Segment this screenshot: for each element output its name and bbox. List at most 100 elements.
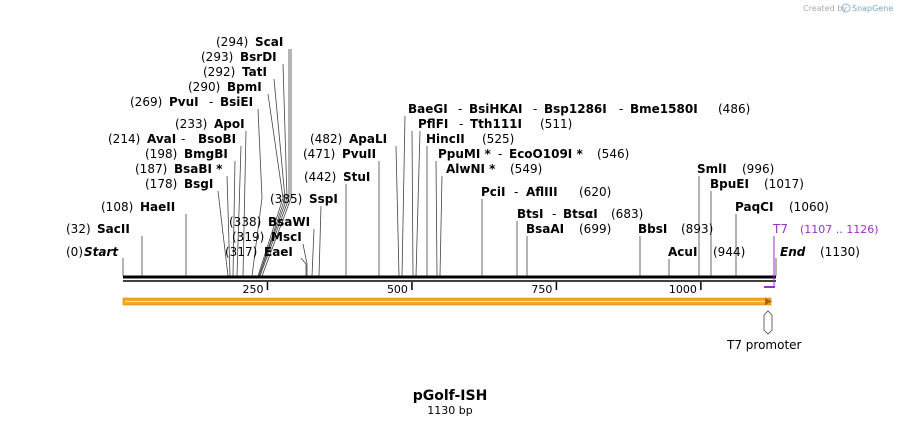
scale-ticks: 250 500 750 1000 bbox=[242, 282, 702, 296]
scale-tick-label: 500 bbox=[387, 283, 408, 296]
site-bsabi[interactable]: BsaBI * bbox=[174, 162, 223, 176]
site-pos: (294) bbox=[216, 35, 248, 49]
site-hincii[interactable]: HincII bbox=[426, 132, 465, 146]
site-bsgi[interactable]: BsgI bbox=[184, 177, 213, 191]
site-bsrdi[interactable]: BsrDI bbox=[240, 50, 277, 64]
site-separator: - bbox=[209, 95, 213, 109]
plasmid-name: pGolf-ISH bbox=[413, 388, 488, 404]
scale-tick-label: 750 bbox=[531, 283, 552, 296]
site-apali[interactable]: ApaLI bbox=[349, 132, 387, 146]
end-label: End bbox=[780, 245, 806, 259]
site-bsiei[interactable]: BsiEI bbox=[220, 95, 253, 109]
site-pos: (546) bbox=[597, 147, 629, 161]
site-pos: (1060) bbox=[789, 200, 829, 214]
site-bbsi[interactable]: BbsI bbox=[638, 222, 667, 236]
site-sspi[interactable]: SspI bbox=[309, 192, 338, 206]
site-pcii[interactable]: PciI bbox=[481, 185, 506, 199]
leader-lines bbox=[122, 49, 777, 277]
site-alwni[interactable]: AlwNI * bbox=[446, 162, 496, 176]
site-pos: (944) bbox=[713, 245, 745, 259]
site-pos: (293) bbox=[201, 50, 233, 64]
site-separator: - bbox=[514, 185, 518, 199]
site-pos: (385) bbox=[270, 192, 302, 206]
start-pos: (0) bbox=[66, 245, 83, 259]
site-bsawi[interactable]: BsaWI bbox=[268, 215, 310, 229]
site-pos: (482) bbox=[310, 132, 342, 146]
site-bsaai[interactable]: BsaAI bbox=[526, 222, 564, 236]
site-haeii[interactable]: HaeII bbox=[140, 200, 175, 214]
site-pos: (549) bbox=[510, 162, 542, 176]
site-apoi[interactable]: ApoI bbox=[214, 117, 245, 131]
scale-tick-label: 250 bbox=[242, 283, 263, 296]
site-avai[interactable]: AvaI bbox=[147, 132, 176, 146]
site-paqci[interactable]: PaqCI bbox=[735, 200, 773, 214]
site-ppumi[interactable]: PpuMI * bbox=[438, 147, 492, 161]
site-bsihkai[interactable]: BsiHKAI bbox=[469, 102, 523, 116]
site-pflfi[interactable]: PflFI bbox=[418, 117, 448, 131]
site-pos: (683) bbox=[611, 207, 643, 221]
watermark-text: Created by bbox=[803, 4, 847, 13]
site-pos: (32) bbox=[66, 222, 91, 236]
site-separator: - bbox=[619, 102, 623, 116]
site-eco0109i[interactable]: EcoO109I * bbox=[509, 147, 583, 161]
site-pos: (620) bbox=[579, 185, 611, 199]
site-separator: - bbox=[181, 132, 185, 146]
site-pvui[interactable]: PvuI bbox=[169, 95, 199, 109]
t7-range: (1107 .. 1126) bbox=[800, 223, 879, 236]
watermark-brand: SnapGene bbox=[852, 4, 893, 13]
site-btsai[interactable]: BtsαI bbox=[563, 207, 598, 221]
t7-promoter-arrow-icon[interactable] bbox=[763, 310, 773, 335]
site-tth111i[interactable]: Tth111I bbox=[470, 117, 522, 131]
site-acui[interactable]: AcuI bbox=[668, 245, 697, 259]
site-pos: (214) bbox=[108, 132, 140, 146]
site-bsp1286i[interactable]: Bsp1286I bbox=[544, 102, 607, 116]
site-smli[interactable]: SmlI bbox=[697, 162, 727, 176]
site-pos: (108) bbox=[101, 200, 133, 214]
site-stui[interactable]: StuI bbox=[343, 170, 370, 184]
site-pos: (442) bbox=[304, 170, 336, 184]
site-pos: (269) bbox=[130, 95, 162, 109]
site-separator: - bbox=[458, 102, 462, 116]
site-bpmi[interactable]: BpmI bbox=[227, 80, 262, 94]
scale-tick-label: 1000 bbox=[669, 283, 697, 296]
site-bme1580i[interactable]: Bme1580I bbox=[630, 102, 698, 116]
t7-label[interactable]: T7 bbox=[772, 222, 788, 236]
site-pos: (319) bbox=[232, 230, 264, 244]
site-pos: (290) bbox=[188, 80, 220, 94]
site-btsi[interactable]: BtsI bbox=[517, 207, 544, 221]
site-bmgbi[interactable]: BmgBI bbox=[184, 147, 228, 161]
site-pos: (525) bbox=[482, 132, 514, 146]
site-pos: (317) bbox=[225, 245, 257, 259]
plasmid-length: 1130 bp bbox=[427, 404, 472, 417]
end-pos: (1130) bbox=[820, 245, 860, 259]
feature-direction-arrow-icon bbox=[765, 298, 772, 305]
site-pos: (178) bbox=[145, 177, 177, 191]
site-separator: - bbox=[552, 207, 556, 221]
site-sacii[interactable]: SacII bbox=[97, 222, 130, 236]
site-pos: (187) bbox=[135, 162, 167, 176]
site-eaei[interactable]: EaeI bbox=[264, 245, 293, 259]
t7-promoter-label[interactable]: T7 promoter bbox=[726, 338, 802, 352]
site-pos: (292) bbox=[203, 65, 235, 79]
site-pos: (1017) bbox=[764, 177, 804, 191]
snapgene-logo-icon bbox=[841, 3, 851, 13]
site-bpuei[interactable]: BpuEI bbox=[710, 177, 749, 191]
site-afliii[interactable]: AflIII bbox=[526, 185, 558, 199]
site-separator: - bbox=[533, 102, 537, 116]
site-pvuii[interactable]: PvuII bbox=[342, 147, 376, 161]
site-pos: (471) bbox=[303, 147, 335, 161]
site-baegi[interactable]: BaeGI bbox=[408, 102, 448, 116]
site-separator: - bbox=[498, 147, 502, 161]
site-scai[interactable]: ScaI bbox=[255, 35, 283, 49]
site-pos: (486) bbox=[718, 102, 750, 116]
site-pos: (233) bbox=[175, 117, 207, 131]
site-bsobi[interactable]: BsoBI bbox=[198, 132, 236, 146]
site-separator: - bbox=[459, 117, 463, 131]
site-msci[interactable]: MscI bbox=[271, 230, 302, 244]
site-pos: (699) bbox=[579, 222, 611, 236]
site-pos: (893) bbox=[681, 222, 713, 236]
start-label: Start bbox=[84, 245, 119, 259]
site-tati[interactable]: TatI bbox=[242, 65, 267, 79]
